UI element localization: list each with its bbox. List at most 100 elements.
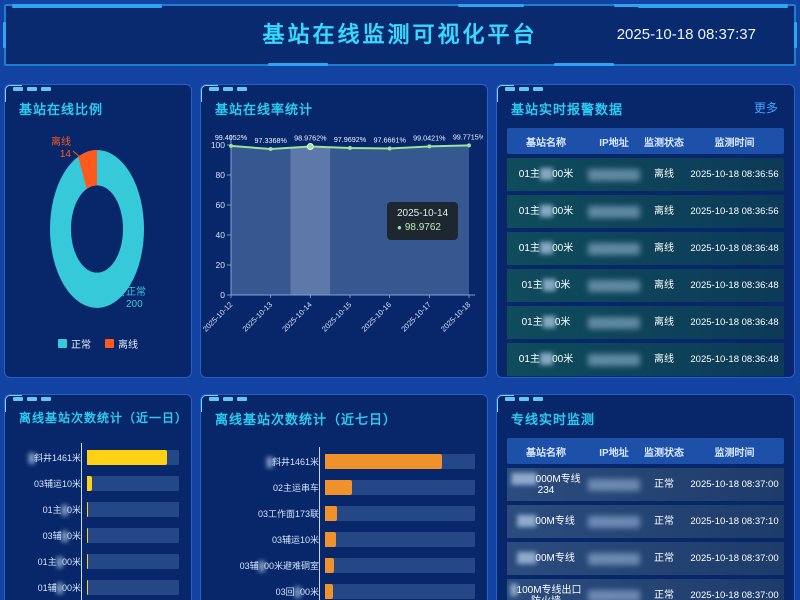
table-row: 01主██00米 离线 2025-10-18 08:36:48 — [507, 232, 784, 265]
redacted-ip — [588, 316, 640, 329]
panel-title: 专线实时监测 — [511, 412, 596, 427]
panel-corner-decoration — [505, 397, 543, 401]
station-name-cell: 01主██00米 — [518, 206, 574, 217]
redacted-text: █ — [258, 561, 265, 571]
bar-label: 01主█00米 — [37, 557, 81, 567]
ip-cell — [585, 242, 643, 255]
bar-track — [87, 528, 179, 543]
y-axis-tick-label: 0 — [220, 290, 225, 300]
redacted-text: ██ — [539, 169, 553, 180]
bar-row: 03辅█00米避难硐室 — [211, 555, 475, 576]
station-name-cell: 01主██0米 — [521, 317, 571, 328]
redacted-ip — [588, 242, 640, 255]
offline-1day-bar-chart[interactable]: █斜井1461米 03辅运10米 01主█0米 03辅█0米 01主█00米 01辅█00… — [15, 447, 179, 600]
redacted-text: ██ — [542, 317, 556, 328]
redacted-text: ██ — [539, 354, 553, 365]
bar-row: █斜井1461米 — [211, 451, 475, 472]
panel-title: 离线基站次数统计（近七日） — [215, 412, 398, 427]
data-point-label: 99.0421% — [413, 133, 446, 142]
bar-track — [87, 450, 179, 465]
bar-label: 03辅█0米 — [42, 531, 81, 541]
bar-fill — [325, 454, 442, 469]
station-name-cell: █100M专线出口防火墙 — [510, 584, 582, 600]
bar-row: 03辅运10米 — [15, 473, 179, 494]
redacted-text: █ — [61, 505, 68, 515]
time-cell: 2025-10-18 08:37:10 — [690, 516, 779, 527]
redacted-text: █ — [266, 457, 273, 467]
status-cell: 正常 — [654, 516, 674, 527]
column-header: 监测状态 — [644, 447, 684, 459]
bar-track — [325, 532, 475, 547]
header-decoration — [268, 63, 328, 66]
x-axis-tick-label: 2025-10-17 — [399, 300, 432, 333]
status-cell: 离线 — [654, 243, 674, 254]
column-header: 监测状态 — [644, 137, 684, 149]
offline-7day-bar-chart[interactable]: █斜井1461米 02主运串车 03工作面173联 03辅运10米 03辅█00米避难硐… — [211, 451, 475, 600]
panel-corner-decoration — [505, 87, 543, 91]
header-decoration — [3, 22, 6, 48]
data-point — [427, 144, 432, 149]
bar-track — [325, 454, 475, 469]
header-decoration — [554, 63, 614, 66]
bar-label: █斜井1461米 — [28, 453, 81, 463]
bar-fill — [87, 554, 89, 569]
panel-corner-decoration — [13, 87, 51, 91]
table-row: 01主██00米 离线 2025-10-18 08:36:56 — [507, 158, 784, 191]
panel-line-monitor: 专线实时监测 基站名称 IP地址 监测状态 监测时间 ████000M专线234 正常 20… — [496, 394, 795, 600]
data-point — [387, 146, 392, 151]
redacted-text: ████ — [511, 473, 536, 485]
time-cell: 2025-10-18 08:36:48 — [690, 354, 779, 365]
table-row: ███00M专线 正常 2025-10-18 08:37:10 — [507, 505, 784, 538]
panel-alarm-data: 基站实时报警数据 更多 基站名称 IP地址 监测状态 监测时间 01主██00米 离线 20… — [496, 84, 795, 378]
area-fill — [231, 145, 469, 295]
redacted-text: █ — [294, 587, 301, 597]
bar-label: 03辅█00米避难硐室 — [239, 561, 319, 571]
y-axis-tick-label: 100 — [211, 140, 225, 150]
station-name-cell: ███00M专线 — [517, 553, 575, 564]
ip-cell — [585, 205, 643, 218]
tooltip-value: 98.9762 — [404, 222, 441, 233]
header-decoration — [458, 4, 524, 7]
x-axis-tick-label: 2025-10-12 — [201, 300, 234, 333]
bar-label: 02主运串车 — [272, 483, 319, 493]
legend-item[interactable]: 离线 — [105, 336, 138, 351]
panel-corner-decoration — [209, 87, 247, 91]
online-ratio-donut-chart[interactable]: 离线 14 正常 200 — [5, 115, 192, 325]
panel-offline-1day: 离线基站次数统计（近一日） █斜井1461米 03辅运10米 01主█0米 03辅█0… — [4, 394, 192, 600]
bar-fill — [325, 532, 336, 547]
ip-cell — [585, 478, 643, 491]
clock: 2025-10-18 08:37:37 — [616, 26, 756, 43]
offline-callout-line — [72, 150, 87, 163]
table-row: ████000M专线234 正常 2025-10-18 08:37:00 — [507, 468, 784, 501]
bar-label: 03辅运10米 — [271, 535, 319, 545]
data-point-label: 97.3368% — [254, 136, 287, 145]
redacted-text: █ — [28, 453, 35, 463]
ip-cell — [585, 316, 643, 329]
redacted-ip — [588, 205, 640, 218]
redacted-text: █ — [56, 583, 63, 593]
y-axis-tick-label: 20 — [216, 260, 226, 270]
time-cell: 2025-10-18 08:36:48 — [690, 243, 779, 254]
online-rate-chart-area[interactable]: 0 20 40 60 80 100 2025-10-12 2025-10-13 2025-10-… — [201, 117, 486, 362]
time-cell: 2025-10-18 08:36:56 — [690, 169, 779, 180]
panel-title: 离线基站次数统计（近一日） — [19, 411, 189, 425]
column-header: 基站名称 — [526, 447, 566, 459]
table-row: 01主██00米 离线 2025-10-18 08:36:48 — [507, 343, 784, 376]
x-axis-tick-label: 2025-10-13 — [241, 300, 274, 333]
data-point — [229, 143, 233, 148]
bar-row: 03辅运10米 — [211, 529, 475, 550]
header-decoration — [638, 4, 788, 8]
bar-track — [87, 476, 179, 491]
legend-item[interactable]: 正常 — [58, 336, 91, 351]
station-name-cell: 01主██00米 — [518, 169, 574, 180]
tooltip-date: 2025-10-14 — [397, 208, 449, 219]
table-row: 01主██0米 离线 2025-10-18 08:36:48 — [507, 269, 784, 302]
status-cell: 正常 — [654, 590, 674, 600]
bar-track — [325, 584, 475, 599]
column-header: 监测时间 — [714, 137, 755, 149]
redacted-ip — [588, 478, 640, 491]
more-link[interactable]: 更多 — [753, 101, 778, 115]
bar-row: 01主█0米 — [15, 499, 179, 520]
redacted-ip — [588, 279, 640, 292]
time-cell: 2025-10-18 08:37:00 — [690, 553, 779, 564]
